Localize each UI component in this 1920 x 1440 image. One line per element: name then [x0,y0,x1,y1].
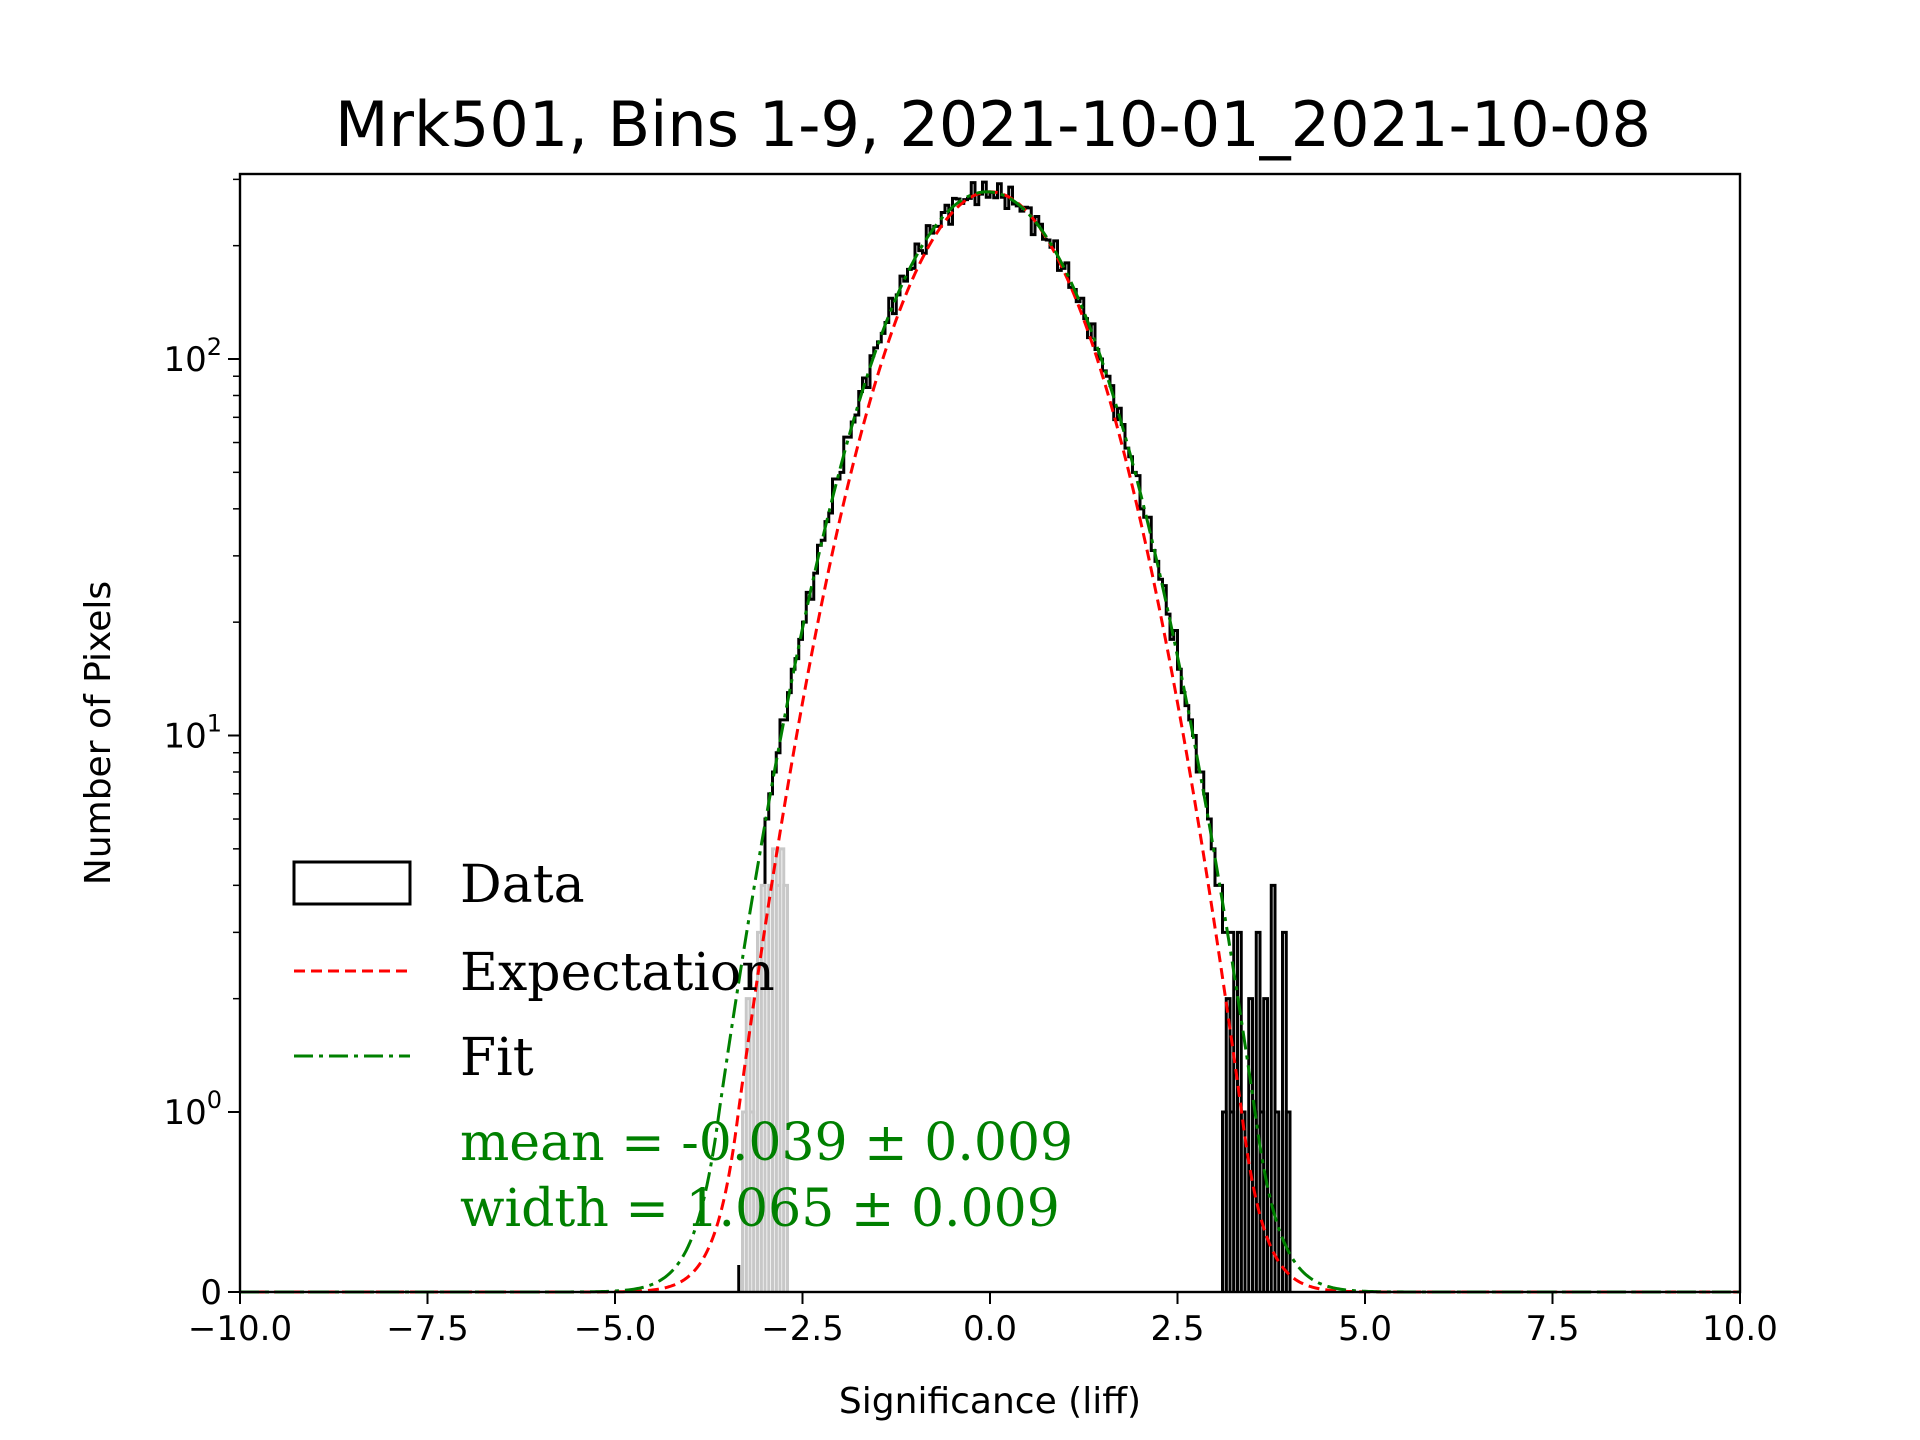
x-tick-label: 0.0 [963,1309,1017,1349]
excluded-bin [759,883,767,1292]
y-axis: 0 100 101 102 [163,178,240,1313]
data-bin [1269,883,1277,1292]
x-tick-label: 5.0 [1338,1309,1392,1349]
data-bin [1239,1110,1247,1292]
fit-mean-annotation: mean = -0.039 ± 0.009 [460,1113,1073,1173]
y-tick-label: 100 [163,1086,222,1133]
legend: Data Expectation Fit [292,855,775,1088]
excluded-bin [782,883,789,1292]
x-tick-label: −2.5 [761,1309,844,1349]
y-tick-label: 101 [163,709,222,756]
data-bin [1284,1110,1292,1292]
y-tick-label: 102 [163,333,222,380]
data-bin [1262,997,1269,1292]
fit-width-annotation: width = 1.065 ± 0.009 [460,1179,1060,1239]
x-tick-label: −7.5 [386,1309,469,1349]
x-tick-label: 2.5 [1150,1309,1204,1349]
legend-label-data: Data [460,855,585,915]
x-axis: −10.0 −7.5 −5.0 −2.5 0.0 2.5 5.0 7.5 10.0 [188,1292,1778,1349]
y-axis-label: Number of Pixels [78,581,119,885]
x-tick-label: 10.0 [1702,1309,1778,1349]
x-tick-label: −5.0 [574,1309,657,1349]
legend-swatch-data [292,860,412,906]
x-tick-label: 7.5 [1525,1309,1579,1349]
data-bin [1228,1110,1236,1292]
x-axis-label: Significance (liff) [839,1381,1141,1422]
y-tick-label: 0 [200,1273,222,1313]
legend-label-fit: Fit [460,1028,534,1088]
x-tick-label: −10.0 [188,1309,292,1349]
data-bin [1273,1110,1281,1292]
chart-title: Mrk501, Bins 1-9, 2021-10-01_2021-10-08 [335,88,1651,161]
legend-label-expectation: Expectation [460,943,775,1003]
